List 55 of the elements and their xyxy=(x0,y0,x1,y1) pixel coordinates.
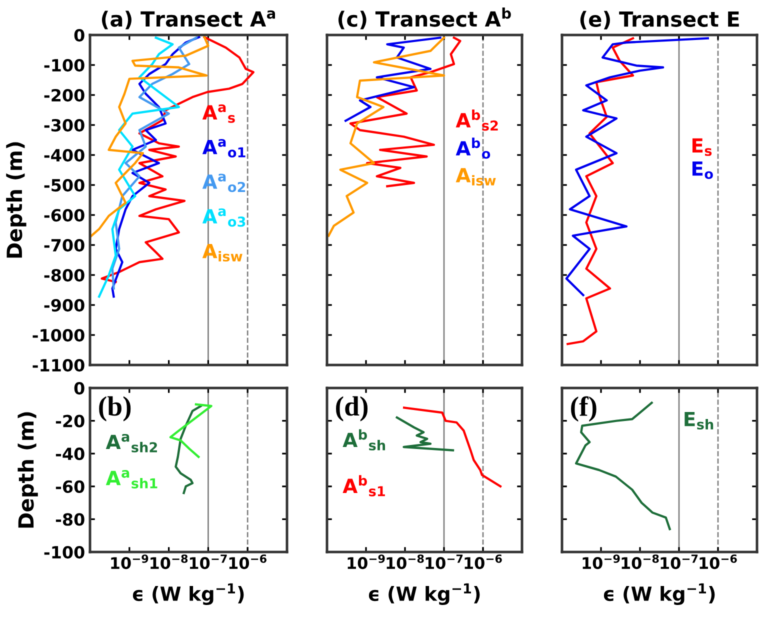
y-tick-label: -500 xyxy=(44,178,84,192)
y-tick-label: -400 xyxy=(44,148,84,162)
x-axis-title: ϵ (W kg$^{−1}$) xyxy=(132,583,244,605)
series-label: A$^{a}$$_{sh2}$ xyxy=(106,434,157,452)
x-axis-title: ϵ (W kg$^{−1}$) xyxy=(604,583,715,605)
text: E$_{s}$ xyxy=(692,138,712,156)
x-tick-label: 10$^{−7}$ xyxy=(660,554,698,570)
x-tick-label: 10$^{−7}$ xyxy=(426,554,463,570)
x-tick-label: 10$^{−6}$ xyxy=(229,554,266,570)
text: A$_{isw}$ xyxy=(202,244,242,262)
annotation: (f) xyxy=(571,396,596,422)
x-tick-label: 10$^{−6}$ xyxy=(700,554,737,570)
x-tick-label: 10$^{−8}$ xyxy=(386,554,424,570)
annotation: (b) xyxy=(99,396,131,422)
text: A$_{isw}$ xyxy=(456,168,496,186)
x-tick-label: 10$^{−9}$ xyxy=(348,554,385,570)
y-tick-label: -80 xyxy=(56,513,84,526)
y-tick-label: -20 xyxy=(56,414,84,428)
annotation: (d) xyxy=(336,396,368,422)
text: A$^{a}$$_{o3}$ xyxy=(202,208,246,227)
y-tick-label: -40 xyxy=(56,448,84,460)
y-tick-label: -800 xyxy=(44,268,84,282)
x-axis-title: ϵ (W kg$^{−1}$) xyxy=(368,583,480,605)
y-tick-label: -100 xyxy=(44,546,84,559)
x-tick-label: 10$^{−8}$ xyxy=(622,554,659,570)
y-tick-label: -900 xyxy=(44,298,84,312)
text: A$^{b}$$_{s1}$ xyxy=(342,475,385,496)
series-label: A$^{a}$$_{s}$ xyxy=(202,104,235,123)
y-tick-label: -600 xyxy=(44,208,84,222)
series-label: A$^{b}$$_{sh}$ xyxy=(342,429,386,450)
x-tick-label: 10$^{−6}$ xyxy=(464,554,502,570)
y-axis-title: Depth (m) xyxy=(6,142,26,258)
series-label: A$^{a}$$_{sh1}$ xyxy=(106,470,158,488)
series-label: A$^{b}$$_{s2}$ xyxy=(456,110,498,131)
chart-title: (e) Transect E xyxy=(580,10,739,30)
y-axis-title: Depth (m) xyxy=(18,412,38,528)
x-tick-label: 10$^{−9}$ xyxy=(111,554,148,570)
y-tick-label: -1000 xyxy=(32,328,84,342)
y-tick-label: -200 xyxy=(44,88,84,102)
x-tick-label: 10$^{−9}$ xyxy=(582,554,620,570)
y-tick-label: -300 xyxy=(44,118,84,132)
y-tick-label: -700 xyxy=(44,238,84,252)
y-tick-label: 0 xyxy=(74,28,84,42)
text: A$^{b}$$_{o}$ xyxy=(456,138,490,159)
text: A$^{a}$$_{o1}$ xyxy=(202,139,246,158)
text: E$_{o}$ xyxy=(692,161,713,180)
series-label: E$_{sh}$ xyxy=(684,412,714,430)
x-tick-label: 10$^{−8}$ xyxy=(150,554,188,570)
y-tick-label: -1100 xyxy=(32,358,84,372)
x-tick-label: 10$^{−7}$ xyxy=(190,554,227,570)
chart-title: (a) Transect A$^{a}$ xyxy=(102,10,276,30)
y-tick-label: 0 xyxy=(74,382,84,395)
chart-title: (c) Transect A$^{b}$ xyxy=(338,8,511,30)
y-tick-label: -100 xyxy=(44,58,84,72)
y-tick-label: -60 xyxy=(56,480,84,493)
